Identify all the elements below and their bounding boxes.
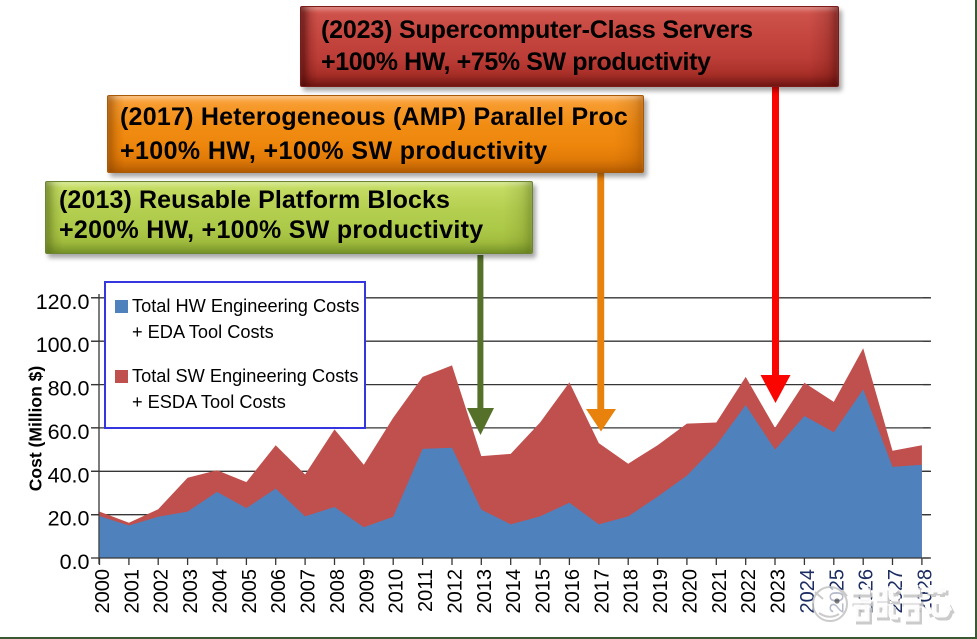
svg-text:2007: 2007: [298, 569, 320, 614]
svg-text:2019: 2019: [650, 569, 672, 614]
svg-text:80.0: 80.0: [48, 377, 90, 401]
svg-text:0.0: 0.0: [60, 550, 90, 574]
svg-text:40.0: 40.0: [48, 463, 90, 487]
svg-text:2022: 2022: [738, 569, 760, 614]
svg-text:2020: 2020: [679, 569, 701, 614]
svg-text:20.0: 20.0: [48, 507, 90, 531]
svg-text:2014: 2014: [503, 569, 525, 614]
svg-text:2010: 2010: [386, 569, 408, 614]
svg-text:2013: 2013: [474, 569, 496, 614]
svg-text:2012: 2012: [445, 569, 467, 614]
svg-text:2017: 2017: [591, 569, 613, 614]
svg-text:2008: 2008: [327, 569, 349, 614]
svg-text:2021: 2021: [709, 569, 731, 614]
svg-text:2001: 2001: [121, 569, 143, 614]
svg-text:2003: 2003: [180, 569, 202, 614]
svg-text:60.0: 60.0: [48, 420, 90, 444]
svg-text:2023: 2023: [768, 569, 790, 614]
svg-text:100.0: 100.0: [36, 333, 90, 357]
svg-text:2006: 2006: [268, 569, 290, 614]
svg-text:2018: 2018: [621, 569, 643, 614]
svg-text:2016: 2016: [562, 569, 584, 614]
svg-text:120.0: 120.0: [36, 290, 90, 314]
svg-text:2011: 2011: [415, 569, 437, 612]
svg-text:2005: 2005: [239, 569, 261, 614]
svg-text:2002: 2002: [151, 569, 173, 614]
svg-text:2004: 2004: [210, 569, 232, 614]
svg-text:2000: 2000: [92, 569, 114, 614]
svg-text:2009: 2009: [356, 569, 378, 614]
svg-text:2015: 2015: [533, 569, 555, 614]
